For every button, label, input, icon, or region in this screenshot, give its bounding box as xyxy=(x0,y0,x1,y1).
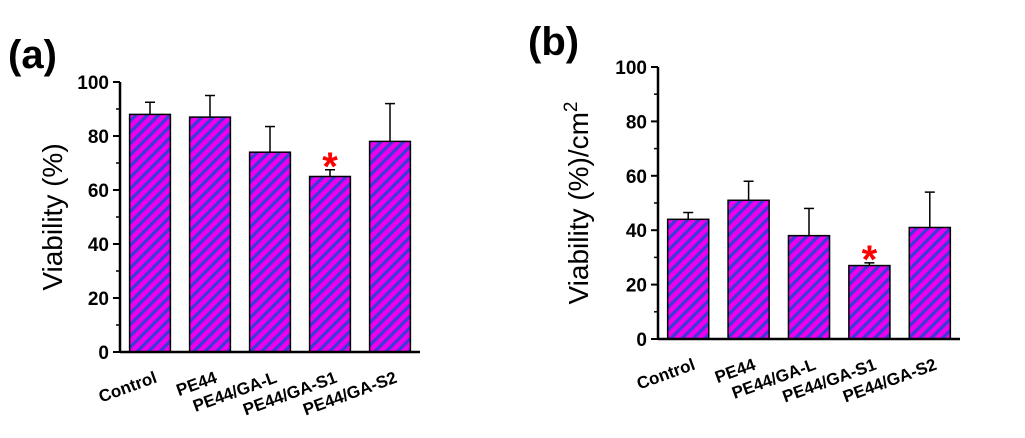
y-axis-label: Viability (%)/cm2 xyxy=(561,102,594,305)
bar xyxy=(727,199,770,340)
bar xyxy=(188,116,232,353)
y-tick-label: 40 xyxy=(88,235,109,256)
y-tick-label: 60 xyxy=(88,181,109,202)
y-tick-label: 0 xyxy=(98,343,109,364)
y-tick-label: 100 xyxy=(77,73,109,94)
significance-marker: * xyxy=(322,145,338,189)
y-tick-label: 80 xyxy=(626,112,647,133)
bar xyxy=(908,226,952,340)
y-tick-label: 80 xyxy=(88,127,109,148)
y-axis-label: Viability (%) xyxy=(37,143,68,290)
y-tick-label: 40 xyxy=(626,221,647,242)
panel-label: (a) xyxy=(8,33,57,77)
y-tick-label: 60 xyxy=(626,167,647,188)
bar xyxy=(248,151,292,353)
bar xyxy=(368,140,412,353)
bar xyxy=(787,234,831,340)
significance-marker: * xyxy=(862,238,878,282)
bar xyxy=(308,175,352,353)
y-tick-label: 100 xyxy=(615,58,647,79)
chart-panel-a: (a)Viability (%)Control PE44PE44/GA-LPE44… xyxy=(8,33,420,419)
bar xyxy=(128,113,172,353)
y-axis-label-superscript: 2 xyxy=(561,102,582,113)
category-label: Control xyxy=(96,368,159,407)
bar xyxy=(848,264,891,340)
y-tick-label: 0 xyxy=(636,330,647,351)
category-label: Control xyxy=(634,355,697,394)
bar xyxy=(666,218,710,340)
y-tick-label: 20 xyxy=(88,289,109,310)
y-tick-label: 20 xyxy=(626,276,647,297)
panel-label: (b) xyxy=(528,20,579,64)
